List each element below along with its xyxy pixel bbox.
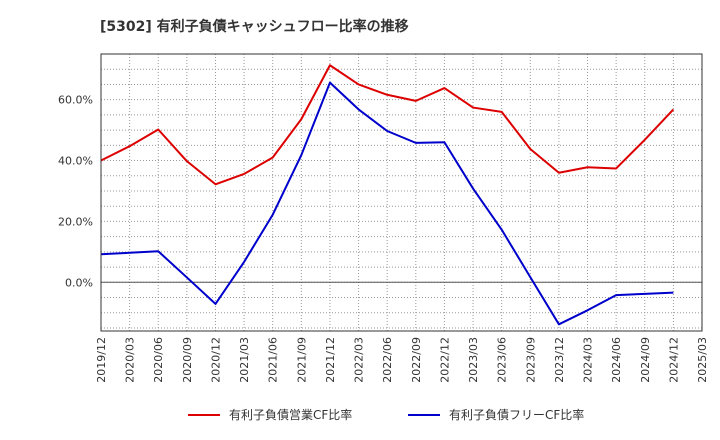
legend-label-2: 有利子負債フリーCF比率 (449, 407, 584, 422)
series-line-2 (100, 81, 674, 326)
x-tick-label: 2021/12 (324, 337, 337, 383)
x-tick-label: 2023/06 (496, 337, 509, 383)
x-tick-label: 2022/03 (353, 337, 366, 383)
x-tick-label: 2020/12 (209, 337, 222, 383)
x-tick-label: 2022/12 (438, 337, 451, 383)
x-tick-label: 2020/03 (124, 337, 137, 383)
grid (101, 54, 702, 331)
x-tick-label: 2023/03 (467, 337, 480, 383)
x-tick-label: 2021/03 (238, 337, 251, 383)
x-tick-label: 2025/03 (696, 337, 709, 383)
x-tick-label: 2024/06 (610, 337, 623, 383)
x-tick-label: 2021/06 (267, 337, 280, 383)
x-tick-label: 2021/09 (295, 337, 308, 383)
x-tick-label: 2024/09 (639, 337, 652, 383)
x-tick-label: 2023/12 (553, 337, 566, 383)
legend: 有利子負債営業CF比率 有利子負債フリーCF比率 (188, 407, 584, 422)
y-tick-label: 60.0% (58, 94, 93, 107)
y-tick-label: 40.0% (58, 155, 93, 168)
x-tick-label: 2020/09 (181, 337, 194, 383)
y-tick-label: 0.0% (65, 276, 93, 289)
series-layer (100, 64, 675, 326)
y-tick-label: 20.0% (58, 215, 93, 228)
series-line-1 (100, 64, 675, 186)
x-tick-label: 2024/03 (582, 337, 595, 383)
x-tick-label: 2019/12 (95, 337, 108, 383)
legend-label-1: 有利子負債営業CF比率 (229, 407, 352, 422)
x-tick-label: 2024/12 (667, 337, 680, 383)
y-axis-ticks: 0.0% 20.0% 40.0% 60.0% (58, 94, 93, 290)
x-tick-label: 2023/09 (524, 337, 537, 383)
x-axis-ticks: 2019/12 2020/03 2020/06 2020/09 2020/12 2021/… (95, 337, 709, 383)
x-tick-label: 2020/06 (152, 337, 165, 383)
chart-title: [5302] 有利子負債キャッシュフロー比率の推移 (100, 18, 409, 35)
x-tick-label: 2022/09 (410, 337, 423, 383)
plot-area-frame (100, 53, 703, 332)
x-tick-label: 2022/06 (381, 337, 394, 383)
